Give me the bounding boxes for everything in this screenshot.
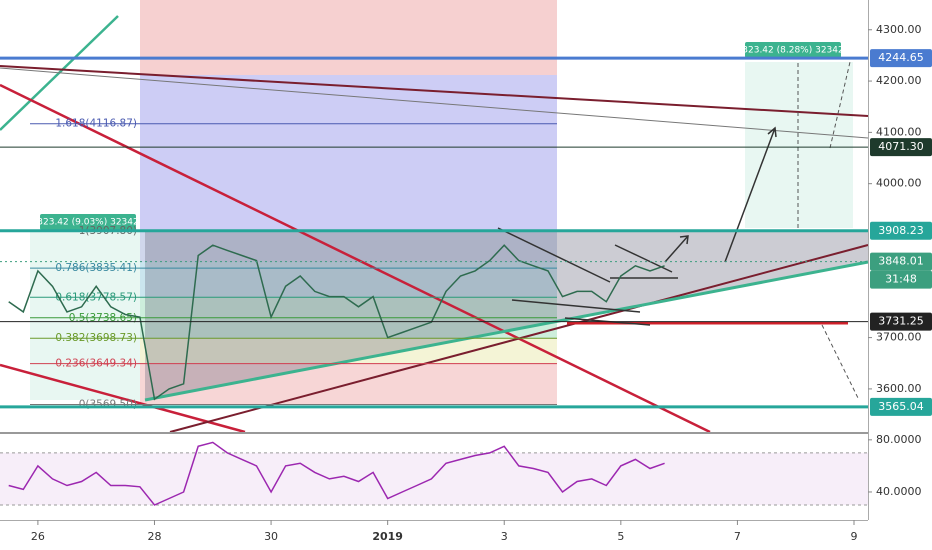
series-line [8, 244, 665, 401]
x-tick-label: 2019 [372, 530, 403, 543]
level-tag [870, 397, 932, 416]
fib-label: 0.382(3698.73) [55, 332, 137, 344]
level-tag [870, 221, 932, 240]
measure-label: 323.42 (9.03%) 32342 [37, 218, 138, 228]
y-tick-label: 4300.00 [876, 23, 922, 36]
level-tag [870, 252, 932, 271]
x-tick-label: 5 [617, 530, 624, 543]
measure-box [40, 214, 136, 230]
level-tag-label: 4244.65 [878, 51, 924, 64]
level-tag [870, 312, 932, 331]
level-tag-label: 3565.04 [878, 400, 924, 413]
countdown-tag [870, 270, 932, 289]
measure-box [745, 42, 841, 58]
x-tick-label: 26 [31, 530, 45, 543]
x-tick-label: 9 [851, 530, 858, 543]
pane-separator [0, 432, 868, 434]
measure-label: 323.42 (8.28%) 32342 [742, 46, 843, 56]
series-line [8, 441, 665, 506]
y-tick-label: 4100.00 [876, 125, 922, 138]
level-tag-label: 3848.01 [878, 255, 924, 268]
level-tag-label: 3908.23 [878, 224, 924, 237]
y-tick-label: 4000.00 [876, 177, 922, 190]
level-tag [870, 138, 932, 157]
y-tick-label: 80.0000 [876, 433, 922, 446]
y-tick-label: 40.0000 [876, 485, 922, 498]
fib-label: 1.618(4116.87) [55, 118, 137, 130]
fib-label: 0.618(3778.57) [55, 291, 137, 303]
x-tick-label: 7 [734, 530, 741, 543]
level-tag [870, 49, 932, 68]
fib-label: 0.786(3835.41) [55, 262, 137, 274]
time-axis-border [0, 520, 868, 521]
level-tag-label: 3731.25 [878, 315, 924, 328]
fib-label: 0.236(3649.34) [55, 358, 137, 370]
y-tick-label: 3600.00 [876, 382, 922, 395]
price-axis-border [868, 0, 869, 520]
rsi-band [0, 452, 868, 506]
x-tick-label: 3 [501, 530, 508, 543]
x-tick-label: 28 [147, 530, 161, 543]
fib-label: 0(3569.50) [79, 399, 137, 411]
level-tag-label: 4071.30 [878, 140, 924, 153]
y-tick-label: 4200.00 [876, 74, 922, 87]
countdown-label: 31:48 [885, 273, 917, 286]
fib-label: 0.5(3738.65) [69, 312, 137, 324]
x-tick-label: 30 [264, 530, 278, 543]
y-tick-label: 3700.00 [876, 331, 922, 344]
